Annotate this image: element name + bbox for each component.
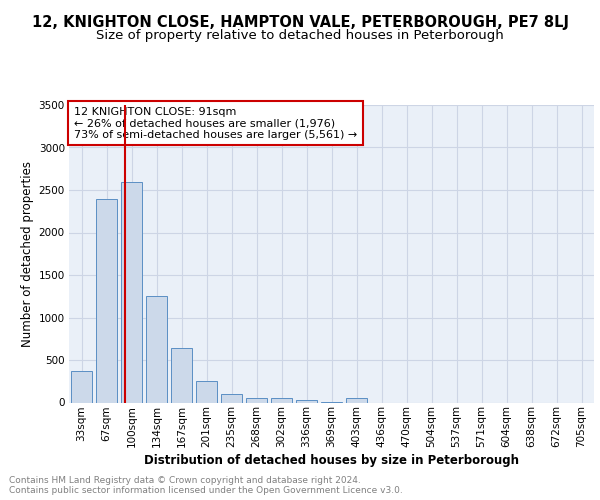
Text: Size of property relative to detached houses in Peterborough: Size of property relative to detached ho… (96, 29, 504, 42)
Y-axis label: Number of detached properties: Number of detached properties (22, 161, 34, 347)
Text: 12, KNIGHTON CLOSE, HAMPTON VALE, PETERBOROUGH, PE7 8LJ: 12, KNIGHTON CLOSE, HAMPTON VALE, PETERB… (32, 15, 569, 30)
Bar (71, 370, 92, 402)
X-axis label: Distribution of detached houses by size in Peterborough: Distribution of detached houses by size … (144, 454, 519, 468)
Bar (246, 398, 267, 402)
Text: Contains HM Land Registry data © Crown copyright and database right 2024.
Contai: Contains HM Land Registry data © Crown c… (9, 476, 403, 495)
Bar (121, 182, 142, 402)
Bar (146, 296, 167, 403)
Bar (296, 400, 317, 402)
Text: 12 KNIGHTON CLOSE: 91sqm
← 26% of detached houses are smaller (1,976)
73% of sem: 12 KNIGHTON CLOSE: 91sqm ← 26% of detach… (74, 106, 357, 140)
Bar (221, 394, 242, 402)
Bar (196, 381, 217, 402)
Bar (271, 398, 292, 402)
Bar (346, 398, 367, 402)
Bar (96, 200, 117, 402)
Bar (171, 348, 192, 403)
